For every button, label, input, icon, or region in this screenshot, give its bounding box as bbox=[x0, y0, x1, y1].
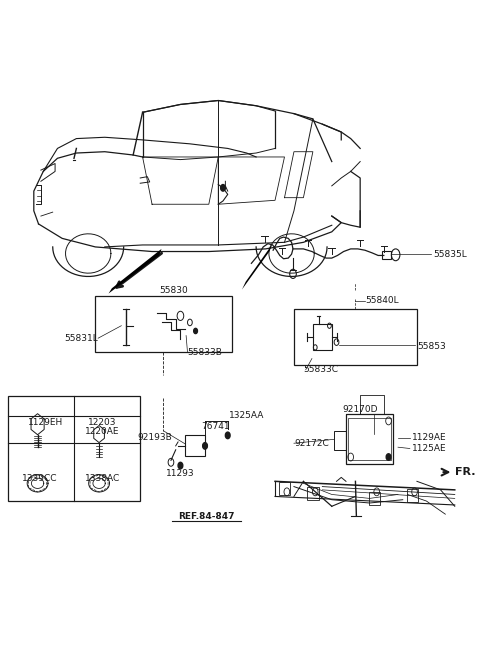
Text: 76741: 76741 bbox=[202, 422, 230, 432]
Text: 55831L: 55831L bbox=[64, 334, 97, 343]
Text: 1220AE: 1220AE bbox=[85, 427, 120, 436]
Text: 1339CC: 1339CC bbox=[22, 474, 58, 483]
Bar bbox=[407, 488, 418, 501]
Text: 55853: 55853 bbox=[417, 342, 445, 351]
Text: 55830: 55830 bbox=[159, 286, 188, 295]
Text: 1338AC: 1338AC bbox=[85, 474, 120, 483]
Bar bbox=[294, 309, 417, 365]
Text: 12203: 12203 bbox=[88, 418, 117, 427]
Circle shape bbox=[193, 328, 197, 334]
Bar bbox=[346, 415, 393, 464]
Bar bbox=[96, 296, 231, 352]
Text: 1129EH: 1129EH bbox=[28, 418, 63, 427]
Bar bbox=[348, 418, 391, 461]
Text: 1325AA: 1325AA bbox=[229, 411, 264, 420]
Text: REF.84-847: REF.84-847 bbox=[178, 512, 235, 520]
Bar bbox=[369, 492, 380, 505]
Bar bbox=[185, 436, 205, 457]
Bar bbox=[8, 396, 140, 501]
Text: 55833B: 55833B bbox=[188, 348, 222, 357]
Polygon shape bbox=[242, 243, 273, 290]
Text: 1125AE: 1125AE bbox=[412, 444, 447, 453]
Circle shape bbox=[386, 454, 391, 461]
Text: 55833C: 55833C bbox=[303, 365, 338, 374]
Bar bbox=[313, 324, 332, 350]
Text: 92172C: 92172C bbox=[294, 439, 329, 447]
Text: 92193B: 92193B bbox=[137, 434, 172, 442]
Circle shape bbox=[203, 443, 207, 449]
Polygon shape bbox=[108, 249, 161, 293]
Bar bbox=[383, 251, 391, 259]
Text: 92170D: 92170D bbox=[342, 405, 378, 414]
Circle shape bbox=[221, 184, 226, 191]
Text: FR.: FR. bbox=[455, 467, 475, 477]
Bar bbox=[334, 431, 346, 451]
Text: 11293: 11293 bbox=[166, 469, 195, 478]
Text: 55835L: 55835L bbox=[433, 249, 467, 259]
Bar bbox=[279, 482, 290, 495]
Text: 1129AE: 1129AE bbox=[412, 434, 447, 442]
Text: 55840L: 55840L bbox=[365, 296, 398, 305]
Circle shape bbox=[226, 432, 230, 439]
Bar bbox=[307, 486, 319, 499]
Circle shape bbox=[178, 463, 183, 469]
